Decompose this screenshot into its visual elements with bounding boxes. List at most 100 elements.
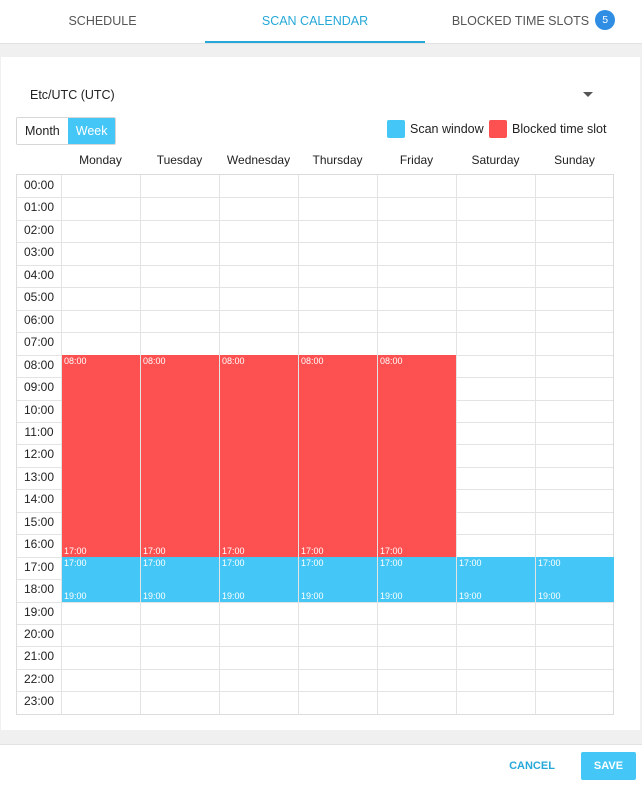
- hour-label: 02:00: [23, 222, 55, 237]
- hour-label: 12:00: [23, 447, 55, 462]
- hour-label: 22:00: [23, 671, 55, 686]
- tab-schedule[interactable]: SCHEDULE: [0, 0, 205, 43]
- hour-label: 08:00: [23, 357, 55, 372]
- view-toggle: Month Week: [16, 117, 117, 145]
- tab-schedule-label: SCHEDULE: [68, 14, 137, 28]
- hour-label: 13:00: [23, 469, 55, 484]
- timezone-select[interactable]: Etc/UTC (UTC): [30, 88, 115, 102]
- event-start-time: 08:00: [222, 355, 245, 366]
- hour-label: 23:00: [23, 694, 55, 709]
- blocked-time-slot-friday[interactable]: 08:00 17:00: [378, 354, 456, 557]
- hour-row-line: [17, 646, 613, 647]
- hour-label: 16:00: [23, 537, 55, 552]
- day-header-wednesday: Wednesday: [226, 153, 291, 167]
- legend-scan-window-label: Scan window: [410, 122, 484, 136]
- blocked-time-slot-thursday[interactable]: 08:00 17:00: [299, 354, 377, 557]
- calendar-card: Etc/UTC (UTC) Month Week Scan window Blo…: [1, 57, 640, 730]
- hour-label: 19:00: [23, 604, 55, 619]
- event-end-time: 19:00: [222, 590, 245, 601]
- scan-window-monday[interactable]: 17:00 19:00: [62, 556, 140, 602]
- event-start-time: 17:00: [64, 557, 87, 568]
- week-view-button[interactable]: Week: [67, 118, 116, 144]
- scan-window-friday[interactable]: 17:00 19:00: [378, 556, 456, 602]
- hour-row-line: [17, 287, 613, 288]
- blocked-time-slot-tuesday[interactable]: 08:00 17:00: [141, 354, 219, 557]
- day-header-tuesday: Tuesday: [156, 153, 203, 167]
- event-end-time: 17:00: [301, 545, 324, 556]
- day-column-line: [377, 175, 378, 714]
- hour-label: 14:00: [23, 492, 55, 507]
- hour-row-line: [17, 332, 613, 333]
- event-start-time: 17:00: [538, 557, 561, 568]
- hour-label: 20:00: [23, 627, 55, 641]
- tab-scan-calendar[interactable]: SCAN CALENDAR: [205, 0, 425, 43]
- hour-row-line: [17, 242, 613, 243]
- scan-window-swatch: [387, 120, 405, 138]
- event-start-time: 17:00: [380, 557, 403, 568]
- event-start-time: 17:00: [301, 557, 324, 568]
- hour-label: 18:00: [23, 582, 55, 597]
- hour-label: 03:00: [23, 245, 55, 260]
- event-end-time: 19:00: [380, 590, 403, 601]
- event-end-time: 17:00: [64, 545, 87, 556]
- hour-row-line: [17, 669, 613, 670]
- legend-blocked-time-slot: Blocked time slot: [489, 120, 606, 138]
- legend-blocked-time-slot-label: Blocked time slot: [512, 122, 607, 136]
- hour-label: 17:00: [23, 559, 55, 574]
- blocked-count-badge: 5: [595, 9, 616, 30]
- day-header-friday: Friday: [399, 153, 434, 167]
- event-end-time: 19:00: [538, 590, 561, 601]
- event-start-time: 08:00: [64, 355, 87, 366]
- event-end-time: 17:00: [222, 545, 245, 556]
- hour-label: 00:00: [23, 178, 55, 192]
- scan-window-thursday[interactable]: 17:00 19:00: [299, 556, 377, 602]
- scan-window-sunday[interactable]: 17:00 19:00: [536, 556, 614, 602]
- hour-label: 10:00: [23, 402, 55, 417]
- hour-label: 15:00: [23, 514, 55, 529]
- hour-label: 01:00: [23, 200, 55, 215]
- hour-label: 11:00: [24, 424, 54, 439]
- day-column-line: [219, 175, 220, 714]
- event-end-time: 17:00: [380, 545, 403, 556]
- tab-scan-calendar-label: SCAN CALENDAR: [261, 14, 369, 28]
- scan-window-wednesday[interactable]: 17:00 19:00: [220, 556, 298, 602]
- day-column-line: [61, 175, 62, 714]
- day-header-saturday: Saturday: [471, 153, 520, 167]
- day-column-line: [140, 175, 141, 714]
- hour-row-line: [17, 197, 613, 198]
- day-header-thursday: Thursday: [312, 153, 363, 167]
- blocked-time-slot-monday[interactable]: 08:00 17:00: [62, 354, 140, 557]
- hour-row-line: [17, 691, 613, 692]
- event-end-time: 19:00: [301, 590, 324, 601]
- hour-label: 09:00: [23, 380, 55, 395]
- day-header-sunday: Sunday: [554, 153, 595, 167]
- hour-label: 21:00: [23, 649, 55, 664]
- blocked-time-slot-wednesday[interactable]: 08:00 17:00: [220, 354, 298, 557]
- week-grid: 00:00 01:00 02:00 03:00 04:00 05:00 06:00 07:00…: [16, 174, 614, 715]
- event-end-time: 19:00: [64, 590, 87, 601]
- legend-scan-window: Scan window: [387, 120, 484, 138]
- event-start-time: 08:00: [301, 355, 324, 366]
- event-end-time: 17:00: [143, 545, 166, 556]
- caret-down-icon[interactable]: [583, 92, 593, 97]
- footer: CANCEL SAVE: [0, 744, 642, 786]
- hour-row-line: [17, 265, 613, 266]
- save-button[interactable]: SAVE: [581, 752, 636, 780]
- hour-label: 07:00: [23, 335, 55, 350]
- tab-blocked-time-slots[interactable]: BLOCKED TIME SLOTS 5: [425, 0, 642, 43]
- hour-row-line: [17, 220, 613, 221]
- active-tab-indicator: [205, 41, 425, 43]
- scan-window-saturday[interactable]: 17:00 19:00: [457, 556, 535, 602]
- month-view-button[interactable]: Month: [17, 118, 68, 144]
- day-column-line: [535, 175, 536, 714]
- tab-bar: SCHEDULE SCAN CALENDAR BLOCKED TIME SLOT…: [0, 0, 642, 44]
- scan-window-tuesday[interactable]: 17:00 19:00: [141, 556, 219, 602]
- event-start-time: 08:00: [380, 355, 403, 366]
- tab-blocked-time-slots-label: BLOCKED TIME SLOTS: [451, 14, 590, 28]
- day-header-monday: Monday: [79, 153, 122, 167]
- blocked-time-slot-swatch: [489, 120, 507, 138]
- day-column-line: [456, 175, 457, 714]
- hour-label: 06:00: [23, 312, 55, 327]
- cancel-button[interactable]: CANCEL: [509, 760, 555, 772]
- hour-row-line: [17, 602, 613, 603]
